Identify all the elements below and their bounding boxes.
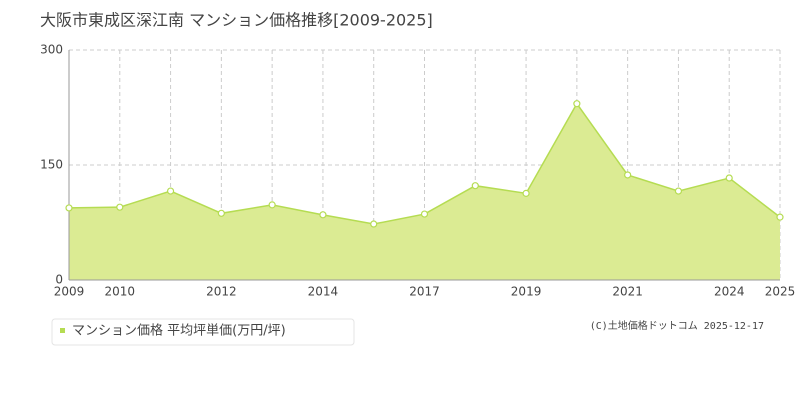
x-tick-label: 2012	[206, 285, 237, 299]
point	[319, 211, 327, 219]
x-tick-label: 2010	[105, 285, 136, 299]
y-tick-label: 0	[55, 273, 63, 287]
point	[776, 213, 784, 221]
y-tick-label: 150	[40, 158, 63, 172]
copyright: (C)土地価格ドットコム 2025-12-17	[590, 319, 764, 332]
x-tick-label: 2019	[511, 285, 542, 299]
point	[725, 174, 733, 182]
x-tick-label: 2024	[714, 285, 745, 299]
point	[370, 220, 378, 228]
point	[573, 100, 581, 108]
chart-title: 大阪市東成区深江南 マンション価格推移[2009-2025]	[40, 11, 433, 30]
x-tick-label: 2017	[409, 285, 440, 299]
x-tick-label: 2014	[308, 285, 339, 299]
point	[65, 204, 73, 212]
legend-swatch	[60, 328, 65, 333]
legend-label: マンション価格 平均坪単価(万円/坪)	[72, 323, 286, 339]
point	[166, 187, 175, 195]
point	[624, 171, 632, 179]
y-tick-label: 300	[40, 43, 63, 57]
x-tick-label: 2009	[54, 285, 85, 299]
x-tick-label: 2025	[765, 285, 796, 299]
legend-box	[51, 318, 355, 346]
area	[69, 103, 780, 281]
x-tick-label: 2021	[612, 285, 643, 299]
point	[217, 209, 225, 217]
point	[420, 210, 429, 218]
point	[471, 182, 479, 190]
point	[674, 187, 683, 195]
point	[116, 203, 124, 211]
point	[522, 189, 530, 197]
point	[268, 201, 276, 209]
